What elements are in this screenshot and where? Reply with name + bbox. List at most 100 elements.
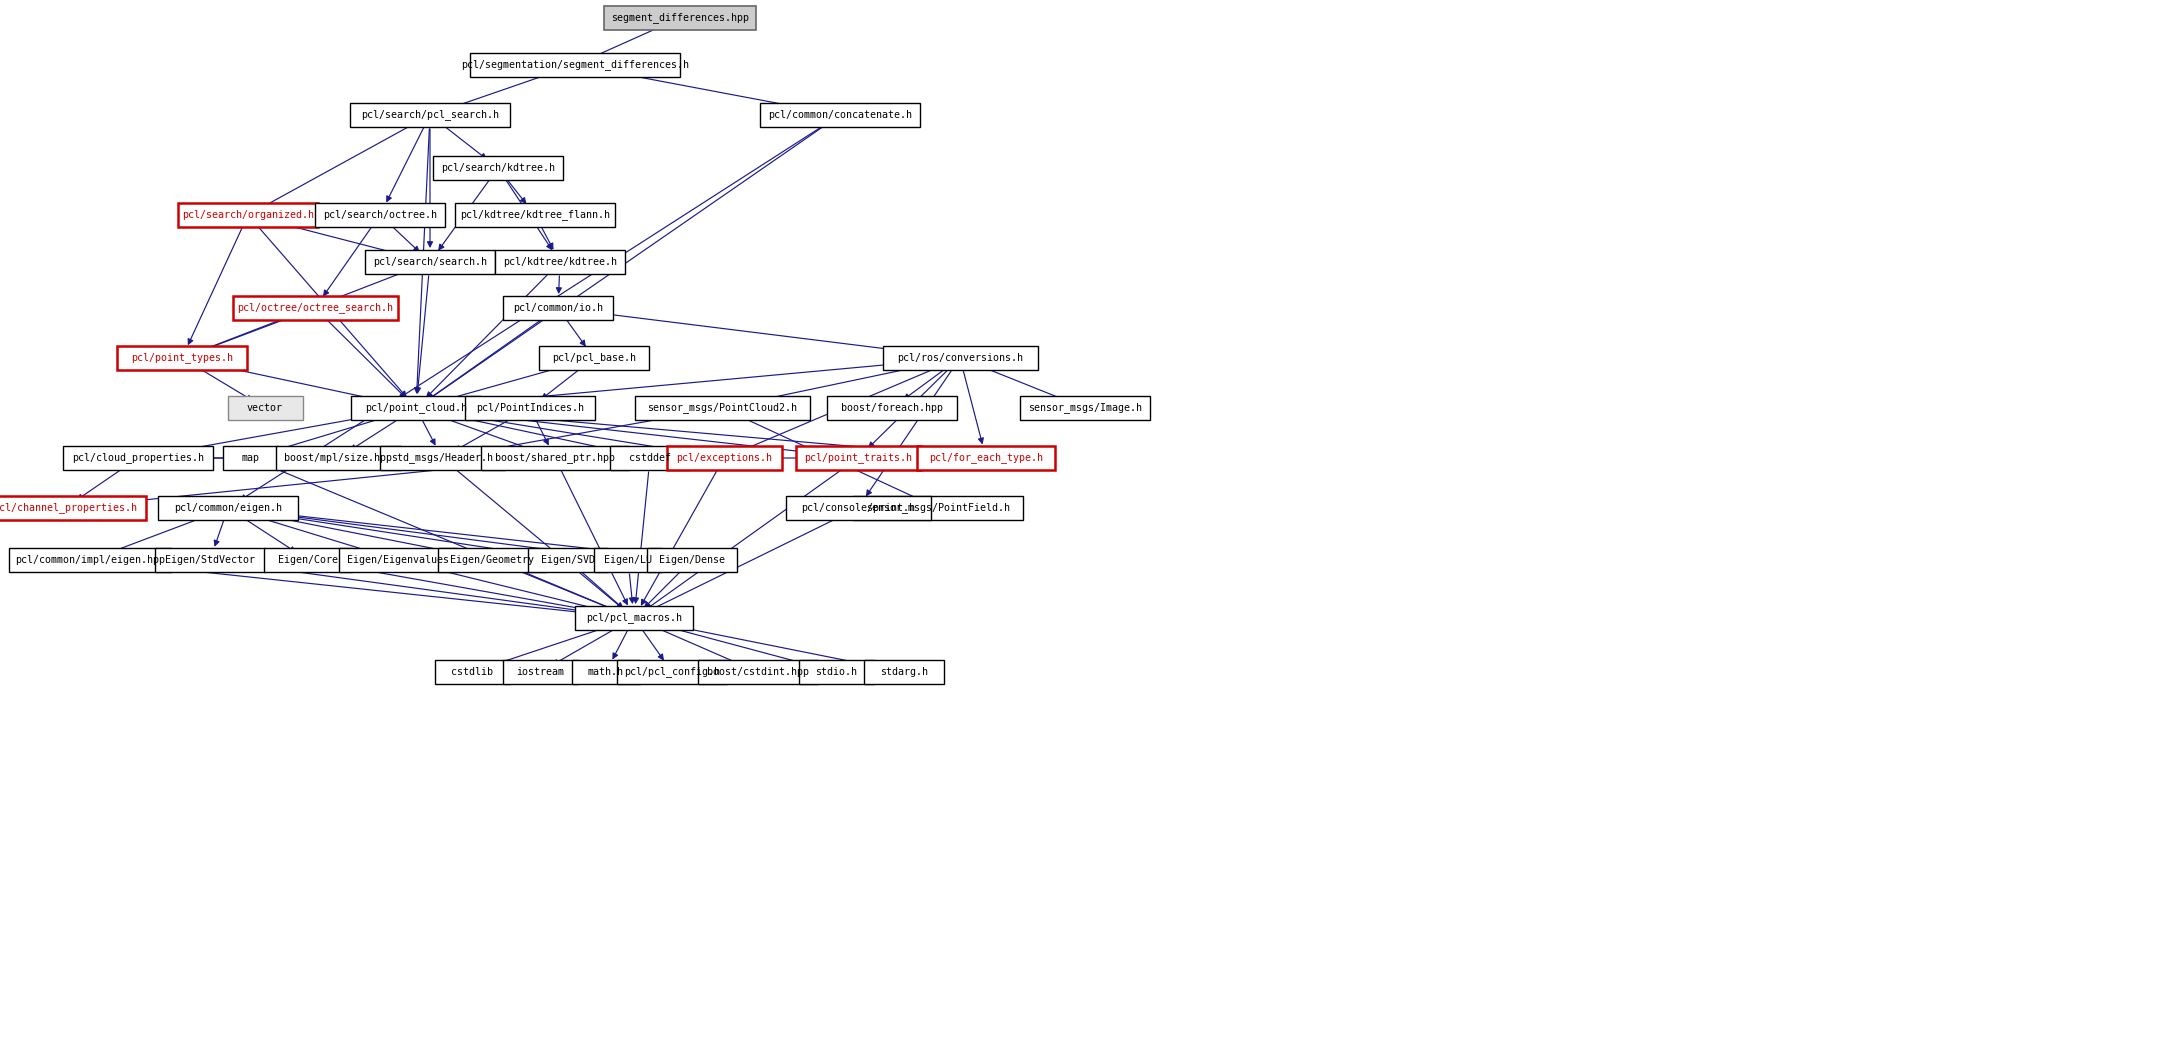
FancyArrowPatch shape <box>431 410 844 458</box>
FancyArrowPatch shape <box>431 362 580 405</box>
FancyArrowPatch shape <box>444 70 563 111</box>
Text: vector: vector <box>247 403 283 413</box>
Text: pcl/cloud_properties.h: pcl/cloud_properties.h <box>71 452 203 463</box>
FancyArrowPatch shape <box>738 361 946 407</box>
FancyArrowPatch shape <box>390 225 420 252</box>
FancyArrowPatch shape <box>411 563 619 616</box>
FancyBboxPatch shape <box>760 103 920 127</box>
FancyBboxPatch shape <box>435 660 509 684</box>
FancyArrowPatch shape <box>195 361 400 407</box>
Text: pcl/common/eigen.h: pcl/common/eigen.h <box>173 503 281 513</box>
FancyArrowPatch shape <box>537 420 547 444</box>
FancyArrowPatch shape <box>322 562 619 617</box>
FancyArrowPatch shape <box>734 414 924 502</box>
FancyArrowPatch shape <box>353 456 972 461</box>
FancyArrowPatch shape <box>647 622 822 669</box>
FancyArrowPatch shape <box>905 366 948 399</box>
FancyArrowPatch shape <box>78 458 539 507</box>
FancyArrowPatch shape <box>351 416 405 449</box>
FancyArrowPatch shape <box>188 228 242 344</box>
FancyBboxPatch shape <box>539 346 649 370</box>
Text: std_msgs/Header.h: std_msgs/Header.h <box>392 452 493 463</box>
FancyArrowPatch shape <box>242 510 554 559</box>
FancyBboxPatch shape <box>1019 396 1149 420</box>
FancyArrowPatch shape <box>612 630 628 658</box>
FancyArrowPatch shape <box>151 456 539 461</box>
Text: cstdlib: cstdlib <box>450 667 493 677</box>
FancyBboxPatch shape <box>379 446 504 470</box>
FancyArrowPatch shape <box>504 565 619 612</box>
FancyArrowPatch shape <box>506 179 526 203</box>
FancyArrowPatch shape <box>963 371 982 443</box>
FancyBboxPatch shape <box>177 203 318 227</box>
FancyBboxPatch shape <box>610 446 690 470</box>
Text: Eigen/Core: Eigen/Core <box>277 555 338 565</box>
FancyBboxPatch shape <box>454 203 615 227</box>
Text: pcl/common/concatenate.h: pcl/common/concatenate.h <box>768 110 911 120</box>
FancyBboxPatch shape <box>366 250 496 274</box>
FancyBboxPatch shape <box>576 606 692 630</box>
Text: math.h: math.h <box>589 667 623 677</box>
FancyBboxPatch shape <box>465 396 595 420</box>
FancyArrowPatch shape <box>422 420 435 444</box>
FancyArrowPatch shape <box>866 370 952 495</box>
Text: pcl/search/kdtree.h: pcl/search/kdtree.h <box>441 163 554 173</box>
FancyBboxPatch shape <box>786 496 931 520</box>
Text: stdio.h: stdio.h <box>816 667 857 677</box>
Text: pcl/console/print.h: pcl/console/print.h <box>801 503 915 513</box>
Text: pcl/kdtree/kdtree.h: pcl/kdtree/kdtree.h <box>502 257 617 268</box>
FancyArrowPatch shape <box>870 368 950 447</box>
FancyArrowPatch shape <box>738 364 948 452</box>
FancyBboxPatch shape <box>883 346 1037 370</box>
FancyArrowPatch shape <box>589 24 667 59</box>
Text: segment_differences.hpp: segment_differences.hpp <box>610 13 749 23</box>
Text: Eigen/StdVector: Eigen/StdVector <box>164 555 255 565</box>
FancyArrowPatch shape <box>974 364 1071 402</box>
FancyArrowPatch shape <box>262 121 418 208</box>
Text: pcl/PointIndices.h: pcl/PointIndices.h <box>476 403 584 413</box>
Text: pcl/octree/octree_search.h: pcl/octree/octree_search.h <box>238 303 394 313</box>
FancyBboxPatch shape <box>796 446 920 470</box>
FancyBboxPatch shape <box>316 203 446 227</box>
FancyArrowPatch shape <box>426 272 550 397</box>
FancyArrowPatch shape <box>541 227 552 249</box>
FancyArrowPatch shape <box>104 513 214 555</box>
FancyArrowPatch shape <box>578 570 623 608</box>
Text: pcl/common/impl/eigen.hpp: pcl/common/impl/eigen.hpp <box>15 555 164 565</box>
FancyArrowPatch shape <box>643 629 662 659</box>
Text: pcl/kdtree/kdtree_flann.h: pcl/kdtree/kdtree_flann.h <box>461 210 610 220</box>
Text: pcl/common/io.h: pcl/common/io.h <box>513 303 604 313</box>
Text: pcl/pcl_config.h: pcl/pcl_config.h <box>623 667 721 677</box>
FancyBboxPatch shape <box>351 103 511 127</box>
FancyArrowPatch shape <box>325 227 372 296</box>
Text: pcl/search/search.h: pcl/search/search.h <box>372 257 487 268</box>
FancyBboxPatch shape <box>502 660 578 684</box>
Text: pcl/exceptions.h: pcl/exceptions.h <box>675 452 773 463</box>
FancyArrowPatch shape <box>151 456 426 461</box>
Text: Eigen/SVD: Eigen/SVD <box>541 555 595 565</box>
FancyArrowPatch shape <box>223 562 619 618</box>
FancyBboxPatch shape <box>853 496 1024 520</box>
Text: boost/shared_ptr.hpp: boost/shared_ptr.hpp <box>496 452 615 463</box>
FancyArrowPatch shape <box>431 410 972 459</box>
FancyBboxPatch shape <box>275 446 400 470</box>
FancyBboxPatch shape <box>264 548 353 572</box>
FancyBboxPatch shape <box>496 250 625 274</box>
FancyArrowPatch shape <box>387 127 424 202</box>
Text: sensor_msgs/PointField.h: sensor_msgs/PointField.h <box>866 503 1011 513</box>
FancyBboxPatch shape <box>634 396 809 420</box>
Text: boost/mpl/size.hpp: boost/mpl/size.hpp <box>283 452 392 463</box>
FancyBboxPatch shape <box>699 660 818 684</box>
FancyBboxPatch shape <box>470 53 679 77</box>
Text: pcl/point_cloud.h: pcl/point_cloud.h <box>366 402 467 414</box>
FancyBboxPatch shape <box>223 446 277 470</box>
FancyArrowPatch shape <box>240 515 294 552</box>
Text: pcl/pcl_base.h: pcl/pcl_base.h <box>552 352 636 364</box>
Text: pcl/search/organized.h: pcl/search/organized.h <box>182 210 314 220</box>
FancyArrowPatch shape <box>647 466 846 609</box>
Text: Eigen/LU: Eigen/LU <box>604 555 651 565</box>
Text: cstddef: cstddef <box>630 452 671 463</box>
Text: pcl/point_types.h: pcl/point_types.h <box>132 352 234 364</box>
FancyArrowPatch shape <box>439 180 489 250</box>
FancyBboxPatch shape <box>9 548 171 572</box>
